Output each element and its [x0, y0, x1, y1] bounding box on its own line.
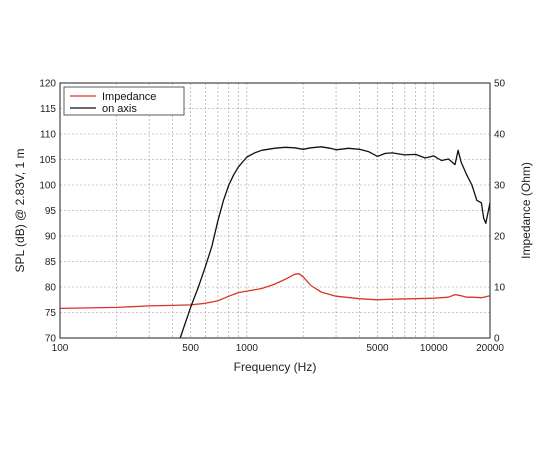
legend-label-impedance: Impedance	[102, 91, 156, 103]
y-tick-label: 75	[45, 308, 57, 319]
series-line-on-axis	[179, 146, 491, 339]
grid-lines	[60, 83, 490, 338]
legend: Impedance on axis	[63, 86, 185, 116]
y-tick-label: 95	[45, 206, 57, 217]
y-tick-label: 100	[39, 181, 56, 192]
y2-tick-label: 40	[494, 130, 506, 141]
y-tick-label: 70	[45, 334, 57, 345]
tick-labels: 70 75 80 85 90 95 100 105 110 115 120 0 10 20 30 40 50 10…	[39, 79, 505, 355]
x-axis-label: Frequency (Hz)	[234, 360, 317, 374]
y2-tick-label: 10	[494, 283, 506, 294]
y-tick-label: 115	[40, 104, 56, 115]
y2-tick-label: 50	[494, 79, 506, 90]
x-tick-label: 20000	[476, 343, 504, 354]
x-tick-label: 5000	[366, 343, 389, 354]
y-tick-label: 110	[40, 130, 56, 141]
y2-axis-label: Impedance (Ohm)	[519, 162, 533, 259]
series-lines	[59, 146, 491, 339]
x-tick-label: 10000	[420, 343, 448, 354]
x-tick-label: 100	[52, 343, 69, 354]
y-tick-label: 105	[39, 155, 56, 166]
plot-frame	[59, 82, 491, 339]
y-tick-label: 120	[39, 79, 56, 90]
y2-tick-label: 20	[494, 232, 506, 243]
x-tick-label: 1000	[236, 343, 259, 354]
y2-tick-label: 30	[494, 181, 506, 192]
y-tick-label: 85	[45, 257, 57, 268]
legend-label-on-axis: on axis	[102, 103, 137, 115]
y-tick-label: 90	[45, 232, 57, 243]
legend-box	[63, 86, 185, 116]
y-axis-label: SPL (dB) @ 2.83V, 1 m	[13, 148, 27, 272]
y-tick-label: 80	[45, 283, 57, 294]
y2-tick-label: 0	[494, 334, 500, 345]
series-line-impedance	[59, 273, 491, 310]
x-tick-label: 500	[182, 343, 199, 354]
